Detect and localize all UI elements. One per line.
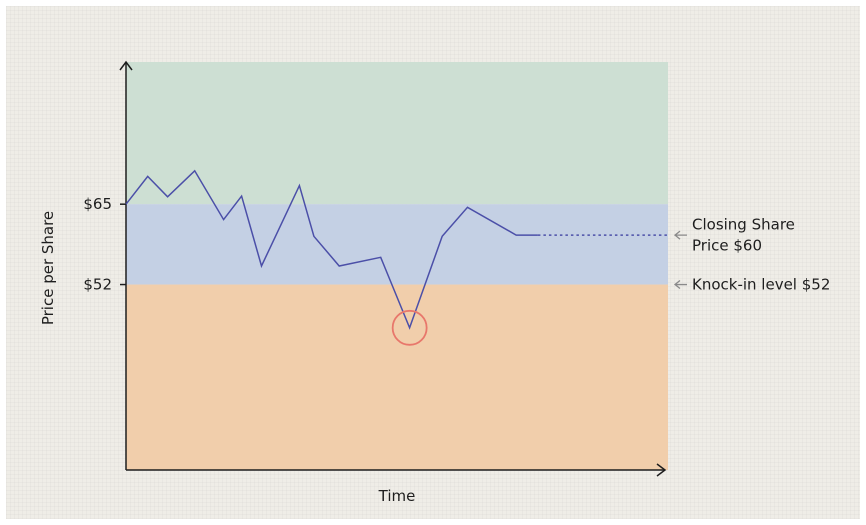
annotations: Closing Share Price $60 Knock-in level $52 <box>673 216 830 294</box>
closing-share-price-label: Price $60 <box>692 237 762 255</box>
price-line <box>125 169 538 330</box>
zone-middle <box>126 204 668 285</box>
y-axis-arrowhead <box>119 60 133 71</box>
y-ticks: $65 $52 <box>83 195 126 294</box>
knock-in-level-arrow <box>673 280 687 290</box>
x-axis-label: Time <box>378 487 416 505</box>
y-tick-label: $52 <box>83 276 112 294</box>
series-group <box>125 169 668 346</box>
zone-above <box>126 62 668 205</box>
y-tick-label: $65 <box>83 195 112 213</box>
x-axis <box>126 463 667 477</box>
x-axis-arrowhead <box>656 463 667 477</box>
knock-in-highlight-circle <box>391 309 428 346</box>
zone-below <box>126 284 668 470</box>
y-axis-label: Price per Share <box>39 211 57 325</box>
y-axis <box>119 60 133 470</box>
price-zones <box>126 62 668 470</box>
closing-share-price-label: Closing Share <box>692 216 795 234</box>
closing-share-price-arrow <box>673 230 687 240</box>
knock-in-level-label: Knock-in level $52 <box>692 276 830 294</box>
